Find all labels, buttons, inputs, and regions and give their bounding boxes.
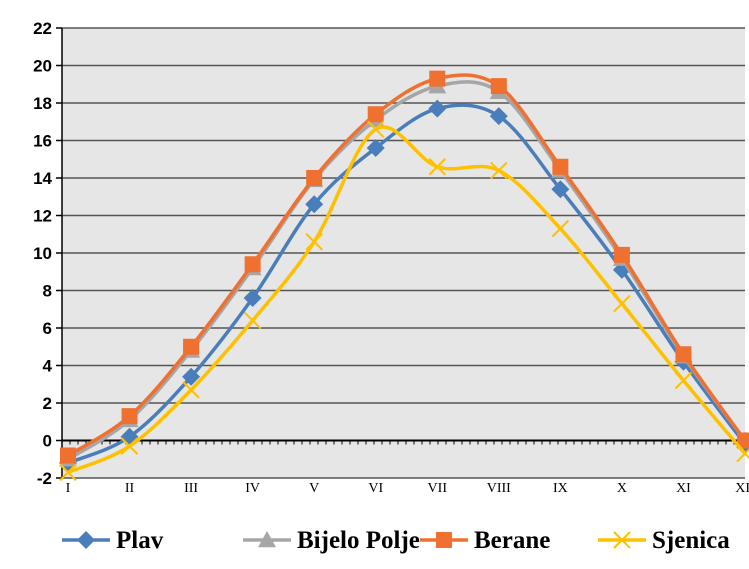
y-tick-label: 6 — [43, 319, 52, 338]
y-tick-label: 12 — [33, 207, 52, 226]
x-tick-label: IX — [553, 481, 568, 496]
legend-item-berane: Berane — [420, 527, 550, 554]
legend-label: Plav — [116, 527, 164, 554]
x-tick-label: XI — [676, 481, 691, 496]
legend-item-sjenica: Sjenica — [598, 527, 730, 554]
y-tick-label: 20 — [33, 57, 52, 76]
data-point-berane — [306, 170, 323, 186]
y-tick-label: 16 — [33, 132, 52, 151]
data-point-berane — [244, 256, 261, 273]
y-tick-label: 10 — [33, 244, 52, 263]
data-point-berane — [183, 338, 200, 355]
y-tick-label: 0 — [43, 432, 52, 451]
x-tick-label: VII — [428, 481, 448, 496]
data-point-sjenica — [490, 161, 508, 180]
data-point-plav — [305, 195, 324, 214]
legend-marker-berane — [436, 532, 452, 548]
y-tick-label: 14 — [33, 169, 52, 188]
data-point-sjenica — [551, 219, 570, 238]
series-berane — [60, 70, 749, 464]
y-tick-label: 2 — [43, 394, 52, 413]
data-point-sjenica — [428, 158, 446, 176]
data-point-sjenica — [674, 371, 693, 390]
data-point-berane — [121, 408, 138, 425]
data-point-plav — [489, 107, 508, 126]
data-point-berane — [367, 106, 384, 123]
legend-marker-bijelo-polje — [258, 531, 276, 548]
x-tick-label: I — [66, 481, 71, 496]
legend-label: Sjenica — [652, 527, 730, 554]
y-tick-label: 22 — [33, 19, 52, 38]
data-point-sjenica — [182, 381, 200, 399]
data-point-sjenica — [736, 444, 749, 463]
series-group — [59, 70, 749, 482]
legend: Plav Bijelo Polje Berane Sjenica — [62, 527, 730, 554]
data-point-sjenica — [243, 311, 262, 330]
data-point-berane — [675, 346, 692, 363]
data-point-sjenica — [367, 120, 385, 138]
data-point-sjenica — [613, 294, 631, 313]
x-tick-label: II — [125, 481, 135, 496]
data-point-plav — [243, 289, 262, 307]
data-point-berane — [490, 78, 507, 95]
legend-item-bijelo-polje: Bijelo Polje — [243, 527, 420, 554]
x-tick-label: III — [184, 481, 198, 496]
x-tick-label: XII — [735, 481, 749, 496]
data-point-plav — [428, 99, 447, 118]
x-axis-tick-labels: IIIIIIIVVVIVIIVIIIIXXXIXII — [66, 481, 749, 496]
legend-label: Bijelo Polje — [297, 527, 420, 554]
y-axis-tick-labels: -2 0 2 4 6 8 10 12 14 16 18 20 22 — [33, 19, 52, 488]
x-tick-label: VI — [368, 481, 383, 496]
x-tick-label: VIII — [487, 481, 511, 496]
x-tick-label: V — [309, 481, 319, 496]
data-point-sjenica — [59, 463, 77, 482]
y-tick-label: 4 — [43, 357, 53, 376]
data-point-plav — [182, 367, 201, 386]
x-tick-label: X — [617, 481, 627, 496]
legend-marker-plav — [77, 531, 95, 549]
y-tick-label: 18 — [33, 94, 52, 113]
legend-label: Berane — [474, 527, 550, 554]
data-point-plav — [551, 180, 570, 199]
data-point-berane — [613, 246, 630, 263]
legend-marker-sjenica — [613, 531, 631, 549]
data-point-berane — [429, 70, 446, 87]
data-point-berane — [552, 158, 569, 175]
data-point-sjenica — [120, 437, 139, 455]
series-sjenica — [59, 120, 749, 482]
data-point-plav — [366, 139, 385, 157]
y-tick-label: -2 — [37, 469, 52, 488]
legend-item-plav: Plav — [62, 527, 164, 554]
x-tick-label: IV — [245, 481, 260, 496]
data-point-sjenica — [305, 233, 323, 251]
y-tick-label: 8 — [43, 282, 52, 301]
data-point-berane — [60, 447, 76, 464]
data-point-berane — [737, 432, 749, 449]
